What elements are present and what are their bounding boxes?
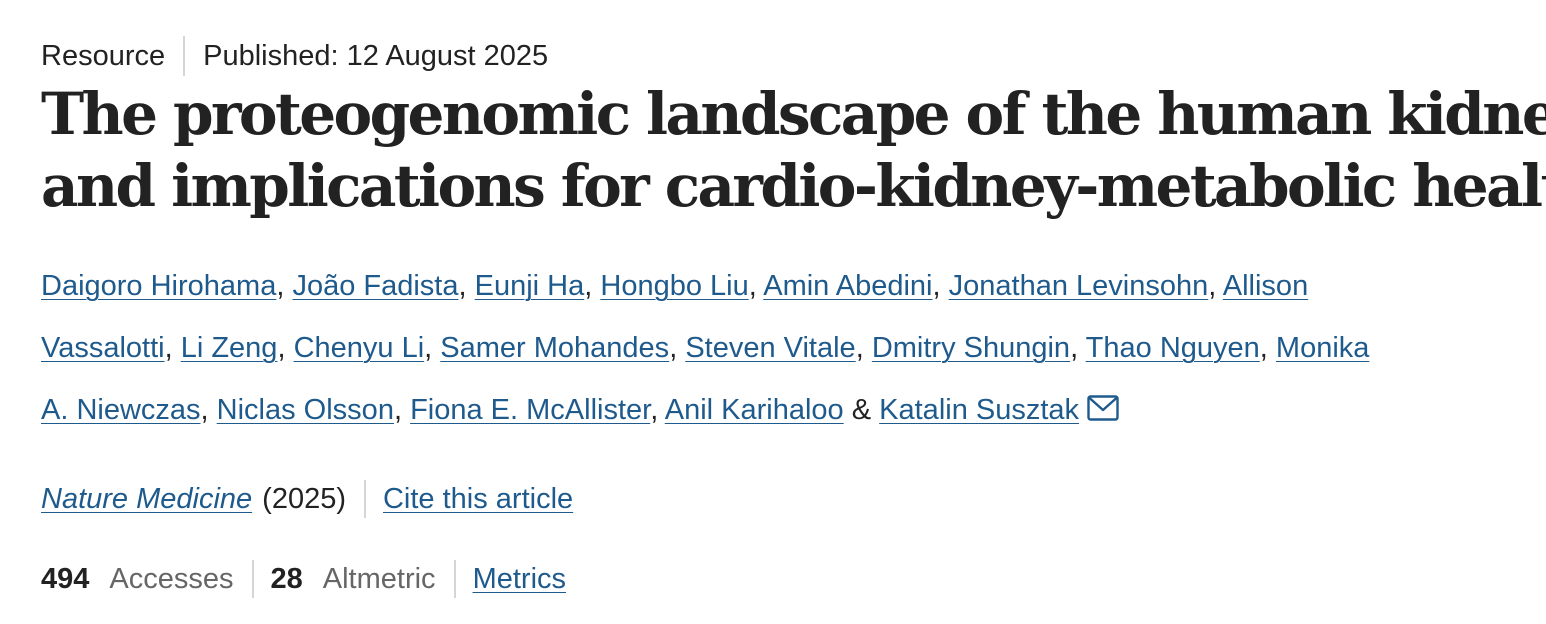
author-link[interactable]: Monika bbox=[1275, 332, 1370, 364]
mail-icon[interactable] bbox=[1087, 395, 1119, 421]
author-link-corresponding[interactable]: Katalin Susztak bbox=[879, 394, 1080, 426]
author-link[interactable]: Vassalotti bbox=[41, 332, 165, 364]
author-list: Daigoro Hirohama, João Fadista, Eunji Ha… bbox=[41, 255, 1531, 441]
author-link[interactable]: Eunji Ha bbox=[474, 270, 585, 302]
author-link[interactable]: Fiona E. McAllister bbox=[410, 394, 651, 426]
metrics-link[interactable]: Metrics bbox=[472, 562, 567, 595]
author-link[interactable]: Steven Vitale bbox=[685, 332, 856, 364]
published-date: Published: 12 August 2025 bbox=[203, 39, 549, 72]
author-link[interactable]: Anil Karihaloo bbox=[664, 394, 844, 426]
article-title-line: and implications for cardio-kidney-metab… bbox=[41, 152, 1546, 220]
author-link[interactable]: Daigoro Hirohama bbox=[41, 270, 277, 302]
stats-divider bbox=[251, 560, 254, 598]
journal-year: (2025) bbox=[262, 482, 346, 515]
author-link[interactable]: Allison bbox=[1222, 270, 1309, 302]
accesses-label: Accesses bbox=[109, 562, 234, 595]
cite-article-link[interactable]: Cite this article bbox=[382, 482, 574, 515]
article-title: The proteogenomic landscape of the human… bbox=[41, 78, 1546, 222]
article-meta: Resource Published: 12 August 2025 bbox=[41, 36, 548, 76]
citation-divider bbox=[363, 480, 366, 518]
author-link[interactable]: Chenyu Li bbox=[293, 332, 425, 364]
author-link[interactable]: Dmitry Shungin bbox=[871, 332, 1071, 364]
author-line: Daigoro Hirohama, João Fadista, Eunji Ha… bbox=[41, 270, 1309, 302]
author-conjunction: & bbox=[851, 394, 872, 426]
author-link[interactable]: Samer Mohandes bbox=[440, 332, 670, 364]
author-link[interactable]: A. Niewczas bbox=[41, 394, 201, 426]
journal-citation: Nature Medicine (2025) Cite this article bbox=[41, 478, 573, 520]
author-link[interactable]: Niclas Olsson bbox=[216, 394, 394, 426]
meta-divider bbox=[183, 36, 186, 76]
altmetric-count: 28 bbox=[270, 562, 303, 595]
stats-divider bbox=[453, 560, 456, 598]
author-line: Vassalotti, Li Zeng, Chenyu Li, Samer Mo… bbox=[41, 332, 1370, 364]
author-link[interactable]: João Fadista bbox=[292, 270, 459, 302]
author-link[interactable]: Jonathan Levinsohn bbox=[948, 270, 1209, 302]
author-link[interactable]: Amin Abedini bbox=[763, 270, 933, 302]
accesses-count: 494 bbox=[41, 562, 90, 595]
author-link[interactable]: Hongbo Liu bbox=[600, 270, 749, 302]
article-type: Resource bbox=[41, 39, 166, 72]
author-line: A. Niewczas, Niclas Olsson, Fiona E. McA… bbox=[41, 379, 1531, 441]
journal-link[interactable]: Nature Medicine bbox=[41, 482, 253, 515]
article-stats: 494 Accesses 28 Altmetric Metrics bbox=[41, 558, 566, 600]
altmetric-label: Altmetric bbox=[322, 562, 436, 595]
author-link[interactable]: Li Zeng bbox=[180, 332, 278, 364]
article-title-line: The proteogenomic landscape of the human… bbox=[41, 80, 1546, 148]
author-link[interactable]: Thao Nguyen bbox=[1085, 332, 1260, 364]
